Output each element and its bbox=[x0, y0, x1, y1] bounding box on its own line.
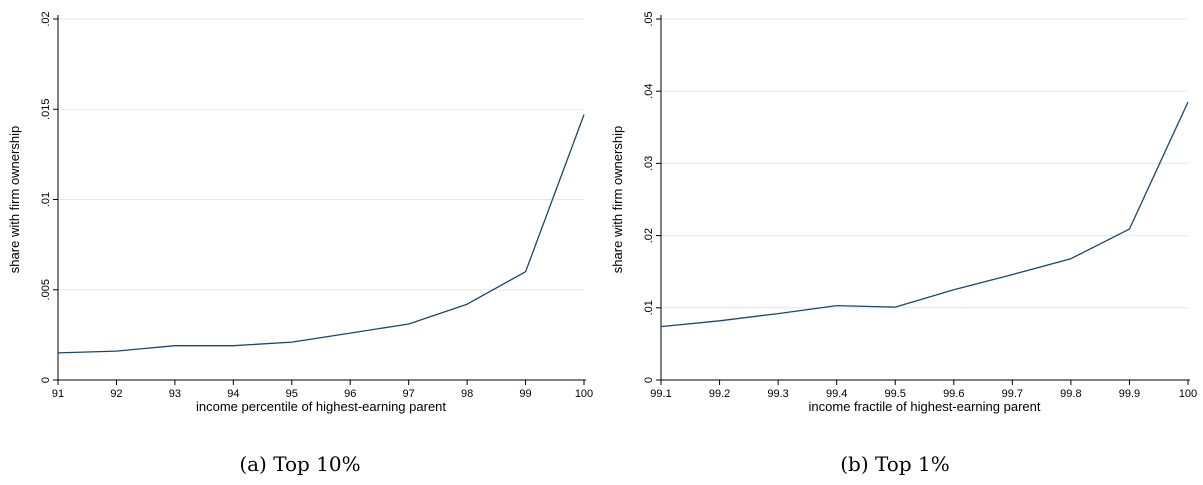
y-tick-label: .005 bbox=[40, 279, 52, 300]
caption-top-1: (b) Top 1% bbox=[840, 452, 950, 476]
y-axis-label: share with firm ownership bbox=[610, 126, 625, 273]
x-tick-label: 99.2 bbox=[709, 388, 730, 400]
chart-top-1: 0 .01 .02 .03 .04 .05 99.1 99.2 99.3 99.4 99.5 99.6… bbox=[610, 11, 1197, 414]
chart-top-10: 0 .005 .01 .015 .02 91 92 93 94 95 96 97 98 99 100 inco… bbox=[7, 11, 593, 414]
series-line bbox=[660, 101, 1189, 328]
x-axis-label: income fractile of highest-earning paren… bbox=[809, 399, 1041, 414]
y-tick-label: .05 bbox=[643, 11, 655, 26]
y-tick-label: .03 bbox=[643, 156, 655, 171]
y-axis-label: share with firm ownership bbox=[7, 126, 22, 273]
x-tick-label: 100 bbox=[575, 388, 593, 400]
caption-top-10: (a) Top 10% bbox=[239, 452, 361, 476]
x-tick-label: 91 bbox=[52, 388, 64, 400]
x-tick-label: 97 bbox=[403, 388, 415, 400]
series-line bbox=[57, 114, 585, 354]
x-tick-label: 99.6 bbox=[943, 388, 964, 400]
x-tick-label: 99.1 bbox=[650, 388, 671, 400]
x-tick-label: 99.4 bbox=[826, 388, 847, 400]
x-tick-label: 99.8 bbox=[1060, 388, 1081, 400]
x-tick-label: 92 bbox=[110, 388, 122, 400]
x-tick-label: 99.9 bbox=[1119, 388, 1140, 400]
x-tick-label: 98 bbox=[461, 388, 473, 400]
x-tick-label: 94 bbox=[227, 388, 239, 400]
y-tick-label: 0 bbox=[40, 377, 52, 383]
x-tick-label: 93 bbox=[169, 388, 181, 400]
x-tick-label: 95 bbox=[286, 388, 298, 400]
y-tick-label: .02 bbox=[40, 11, 52, 26]
x-tick-label: 99.5 bbox=[885, 388, 906, 400]
y-tick-label: .01 bbox=[40, 192, 52, 207]
x-tick-label: 99.7 bbox=[1002, 388, 1023, 400]
y-tick-label: .015 bbox=[40, 99, 52, 120]
x-tick-label: 99.3 bbox=[767, 388, 788, 400]
x-tick-label: 99 bbox=[519, 388, 531, 400]
x-tick-label: 100 bbox=[1179, 388, 1197, 400]
x-axis-label: income percentile of highest-earning par… bbox=[196, 399, 446, 414]
y-tick-label: 0 bbox=[643, 377, 655, 383]
y-tick-label: .01 bbox=[643, 300, 655, 315]
y-tick-label: .04 bbox=[643, 84, 655, 99]
x-tick-label: 96 bbox=[344, 388, 356, 400]
y-tick-label: .02 bbox=[643, 228, 655, 243]
